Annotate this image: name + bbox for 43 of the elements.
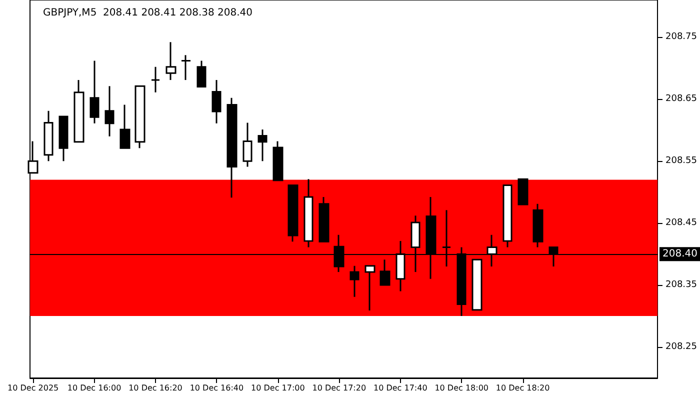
candlestick	[532, 203, 544, 248]
candlestick	[166, 41, 176, 81]
candlestick	[288, 184, 298, 242]
candlestick	[502, 184, 512, 248]
candlestick	[44, 110, 54, 162]
y-tick-label: 208.25	[666, 342, 698, 352]
x-tick-label: 10 Dec 18:00	[434, 384, 489, 392]
x-tick-label: 10 Dec 2025	[8, 384, 59, 392]
x-tick-label: 10 Dec 17:00	[251, 384, 305, 392]
x-tick-label: 10 Dec 18:20	[496, 384, 550, 392]
candlestick	[350, 265, 360, 298]
x-tick-label: 10 Dec 17:20	[312, 384, 366, 392]
candlestick	[318, 196, 330, 242]
candlestick	[212, 79, 222, 124]
candlestick	[196, 60, 206, 88]
candlestick	[472, 258, 482, 311]
y-tick-label: 208.65	[666, 94, 698, 104]
candlestick	[258, 128, 268, 162]
x-tick-label: 10 Dec 16:40	[190, 384, 244, 392]
candlestick	[120, 104, 130, 149]
y-tick-label: 208.55	[666, 156, 698, 166]
ref-line-label: 208.40	[662, 248, 698, 260]
candlestick	[150, 66, 160, 94]
y-tick-label: 208.45	[666, 218, 698, 228]
candlestick	[272, 140, 284, 182]
candlestick	[518, 178, 528, 206]
candlestick	[226, 97, 238, 198]
y-tick-label: 208.75	[666, 32, 698, 42]
candlestick	[242, 122, 252, 168]
x-tick-label: 10 Dec 16:20	[128, 384, 182, 392]
candlestick	[74, 79, 84, 143]
candlestick	[90, 60, 100, 124]
candlestick	[380, 258, 390, 286]
y-tick-label: 208.35	[666, 280, 698, 290]
x-tick-label: 10 Dec 17:40	[373, 384, 428, 392]
candlestick	[304, 178, 314, 248]
candlestick	[104, 85, 114, 138]
candlestick	[180, 54, 192, 81]
x-tick-label: 10 Dec 16:00	[67, 384, 122, 392]
candlestick	[134, 85, 146, 149]
text: GBPJPY,M5 208.41 208.41 208.38 208.40	[43, 8, 253, 18]
candlestick	[364, 265, 376, 312]
candlestick	[58, 116, 68, 162]
